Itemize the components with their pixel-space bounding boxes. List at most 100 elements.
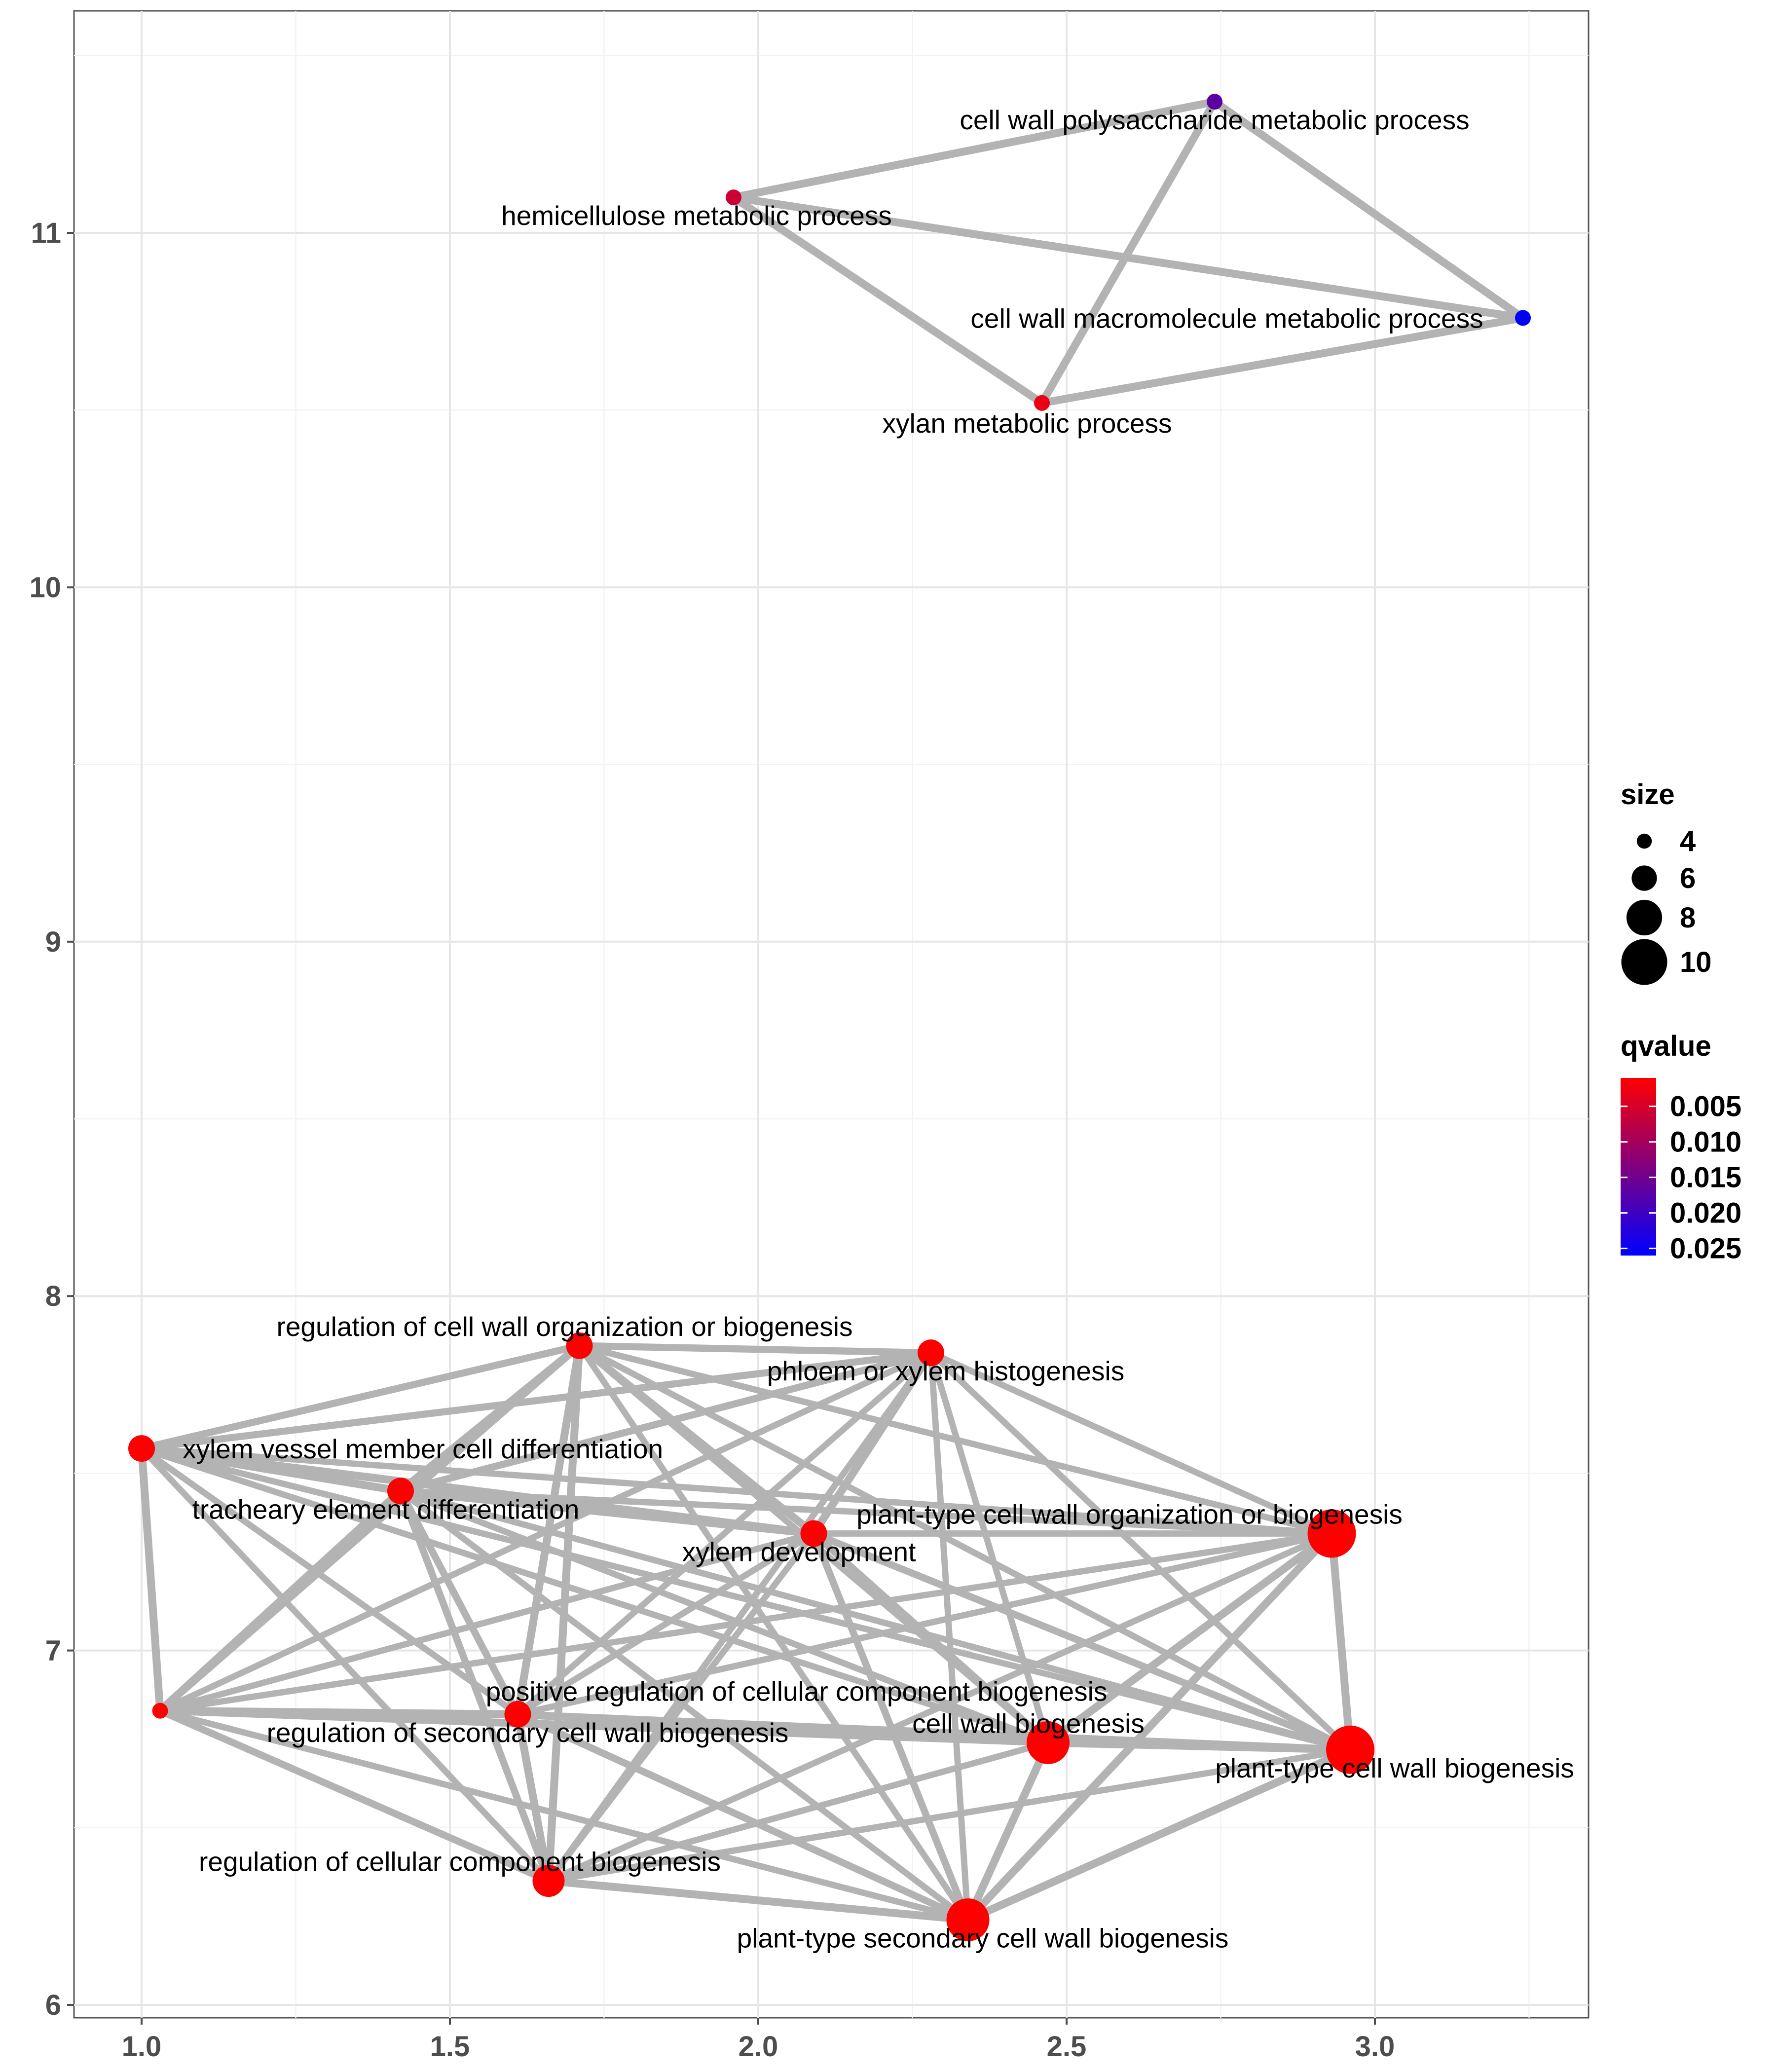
edge <box>514 1710 972 1924</box>
edge <box>156 1487 405 1715</box>
node-point <box>1027 1721 1070 1764</box>
grid-lines <box>74 11 1589 2018</box>
edge <box>1211 98 1527 322</box>
legend-size-title: size <box>1621 778 1675 811</box>
edge <box>156 1707 553 1885</box>
node-label: plant-type cell wall organization or bio… <box>856 1499 1403 1530</box>
edge <box>927 1349 1354 1753</box>
y-tick-label: 7 <box>45 1635 61 1667</box>
node-label: plant-type cell wall biogenesis <box>1215 1753 1574 1783</box>
node-point <box>1207 94 1222 110</box>
node-point <box>726 189 741 206</box>
edge <box>515 1530 817 1718</box>
edge <box>964 1529 1336 1924</box>
node-point <box>566 1332 593 1359</box>
edge <box>397 1487 1354 1753</box>
edge <box>545 1877 972 1924</box>
node-point <box>1515 310 1531 326</box>
edge <box>730 193 1527 322</box>
y-tick-label: 6 <box>45 1989 61 2021</box>
x-tick-label: 3.0 <box>1355 2031 1395 2063</box>
legend-size-label: 4 <box>1680 825 1696 857</box>
node-label: cell wall biogenesis <box>912 1708 1145 1739</box>
edges-layer <box>138 98 1527 1924</box>
legend-color-label: 0.020 <box>1670 1197 1741 1229</box>
edge <box>157 1530 817 1714</box>
node-label: xylan metabolic process <box>883 408 1172 439</box>
node-point <box>128 1435 155 1462</box>
edge <box>964 1745 1354 1924</box>
edge <box>545 1530 1335 1884</box>
legend-size-key <box>1631 865 1657 891</box>
y-tick-label: 11 <box>31 217 61 249</box>
legend-color-bar <box>1621 1078 1656 1256</box>
edge <box>157 1530 1335 1714</box>
node-point <box>152 1702 168 1719</box>
node-label: cell wall polysaccharide metabolic proce… <box>960 105 1469 135</box>
edge <box>138 1349 935 1452</box>
edge <box>927 1349 1335 1537</box>
node-point <box>504 1701 531 1728</box>
edge <box>397 1487 818 1538</box>
node-point <box>946 1898 990 1942</box>
node-labels-layer: cell wall polysaccharide metabolic proce… <box>183 105 1574 1953</box>
node-label: xylem vessel member cell differentiation <box>183 1434 663 1464</box>
edge <box>397 1349 935 1495</box>
node-point <box>1307 1509 1356 1558</box>
edge <box>927 1349 971 1923</box>
edge <box>138 1445 1335 1537</box>
edge <box>157 1707 971 1923</box>
legend-color-label: 0.025 <box>1670 1233 1741 1265</box>
edge <box>1038 314 1527 407</box>
node-label: xylem development <box>682 1537 916 1567</box>
edge <box>1038 98 1219 407</box>
x-tick-label: 2.0 <box>739 2031 778 2063</box>
node-label: cell wall macromolecule metabolic proces… <box>970 303 1483 333</box>
legend-color-label: 0.005 <box>1670 1091 1741 1123</box>
node-point <box>918 1339 944 1367</box>
axes: 1.0 1.5 2.0 2.5 3.0 6 7 8 9 10 11 <box>29 217 1395 2063</box>
edge <box>514 1710 553 1885</box>
node-point <box>387 1478 414 1505</box>
edge <box>138 1445 552 1884</box>
edge <box>397 1487 553 1885</box>
legend-color-title: qvalue <box>1621 1030 1711 1062</box>
node-label: positive regulation of cellular componen… <box>486 1676 1108 1707</box>
node-label: regulation of cell wall organization or … <box>277 1311 853 1342</box>
nodes-layer <box>128 94 1531 1942</box>
edge <box>397 1487 1051 1746</box>
node-label: regulation of cellular component biogene… <box>199 1847 721 1877</box>
edge <box>964 1739 1052 1924</box>
x-tick-label: 1.5 <box>430 2031 470 2063</box>
node-label: tracheary element differentiation <box>192 1494 580 1524</box>
legend-color-label: 0.010 <box>1670 1126 1741 1158</box>
edge <box>576 1342 935 1357</box>
edge <box>927 1349 1051 1746</box>
y-tick-label: 9 <box>45 926 61 958</box>
legend-size-key <box>1621 939 1667 985</box>
node-label: phloem or xylem histogenesis <box>767 1356 1125 1386</box>
legend-size-label: 10 <box>1680 946 1712 978</box>
edge <box>730 98 1219 202</box>
node-point <box>532 1865 565 1897</box>
node-label: plant-type secondary cell wall biogenesi… <box>737 1923 1229 1954</box>
edge <box>397 1487 521 1718</box>
edge <box>1044 1529 1336 1747</box>
legend-size-label: 6 <box>1680 862 1696 894</box>
y-tick-label: 8 <box>45 1280 61 1312</box>
node-point <box>800 1520 827 1547</box>
node-label: regulation of secondary cell wall biogen… <box>267 1717 789 1748</box>
legend-color-label: 0.015 <box>1670 1162 1741 1194</box>
edge <box>545 1739 1051 1884</box>
edge <box>810 1530 1052 1746</box>
edge <box>730 193 1046 407</box>
x-tick-label: 2.5 <box>1047 2031 1087 2063</box>
node-point <box>1034 395 1050 411</box>
edge <box>397 1487 1335 1537</box>
edge <box>138 1444 164 1715</box>
edge <box>515 1349 934 1718</box>
edge <box>545 1746 1354 1884</box>
legend-size-key <box>1626 899 1663 936</box>
